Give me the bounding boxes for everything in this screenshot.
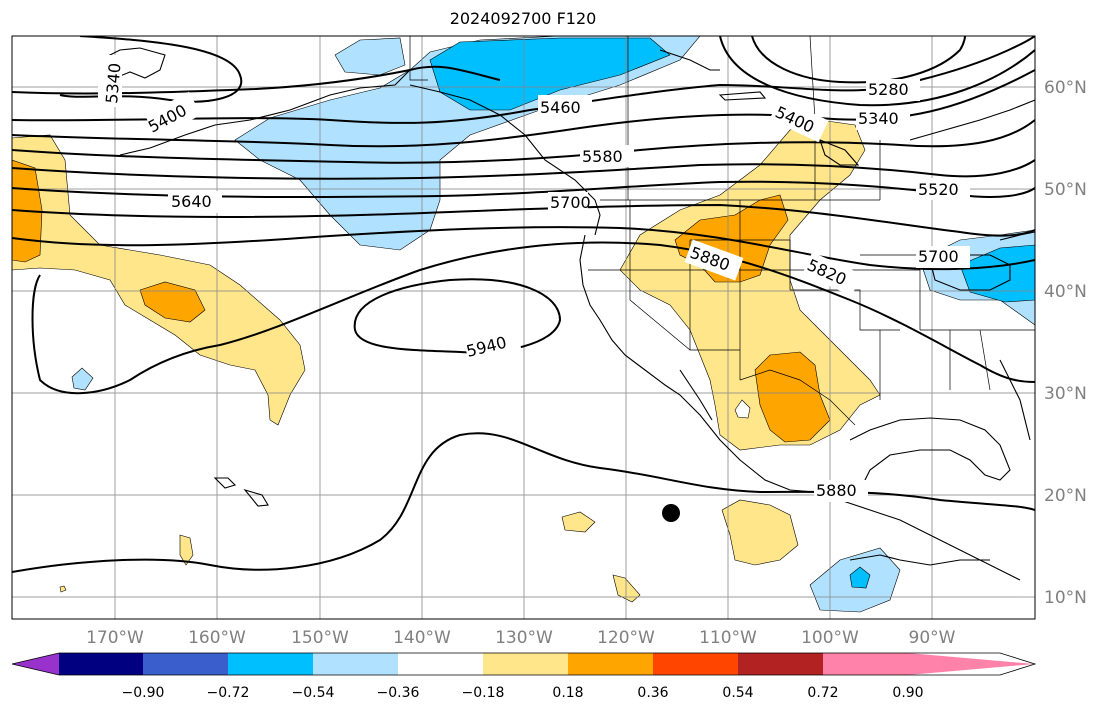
colorbar-tick-label: 0.18 [552, 685, 583, 701]
colorbar-tick-label: 0.90 [892, 685, 923, 701]
tropical-cyclone-marker [662, 504, 680, 522]
contour-label: 5700 [550, 193, 591, 212]
contour-label: 5880 [816, 481, 857, 500]
map-frame [11, 35, 1036, 620]
contour-label: 5460 [540, 98, 581, 117]
latitude-label: 40°N [1044, 282, 1087, 302]
coastlines [99, 47, 1035, 581]
longitude-label: 170°W [86, 628, 144, 648]
negative-anomaly-region [429, 37, 671, 111]
colorbar-tick-label: −0.18 [462, 685, 505, 701]
contour-label: 5580 [582, 147, 623, 166]
latitude-label: 20°N [1044, 486, 1087, 506]
negative-anomaly-region [959, 244, 1035, 303]
colorbar-segment [483, 653, 569, 675]
colorbar-segment [653, 653, 739, 675]
negative-anomaly-region [334, 37, 406, 76]
political-borders [409, 36, 1035, 426]
contour-labels: 5340 5400 5460 5580 5640 5700 5940 5880 … [98, 55, 970, 502]
latitude-label: 10°N [1044, 588, 1087, 608]
colorbar-tick-label: −0.90 [122, 685, 165, 701]
latitude-label: 50°N [1044, 180, 1087, 200]
contour-label: 5700 [918, 247, 959, 266]
colorbar-tick-label: 0.54 [722, 685, 753, 701]
colorbar-segment [143, 653, 229, 675]
longitude-labels: 170°W 160°W 150°W 140°W 130°W 120°W 110°… [86, 628, 956, 648]
colorbar-tick-label: 0.36 [637, 685, 668, 701]
negative-anomaly-region [71, 367, 94, 391]
colorbar-segment [398, 653, 484, 675]
longitude-label: 150°W [291, 628, 349, 648]
colorbar-tick-label: −0.54 [292, 685, 335, 701]
contour-label: 5280 [868, 80, 909, 99]
colorbar-segment [228, 653, 314, 675]
positive-anomaly-region [12, 134, 306, 426]
colorbar-segment [823, 653, 909, 675]
colorbar-segment [908, 653, 1035, 675]
positive-anomaly-region [59, 585, 67, 593]
longitude-label: 130°W [495, 628, 553, 648]
map-title: 2024092700 F120 [449, 9, 597, 28]
colorbar-tick-label: −0.36 [377, 685, 420, 701]
contour-label: 5340 [858, 109, 899, 128]
positive-anomaly-region [561, 511, 596, 533]
longitude-label: 160°W [188, 628, 246, 648]
latitude-labels: 60°N 50°N 40°N 30°N 20°N 10°N [1044, 78, 1087, 608]
contour-label: 5520 [918, 180, 959, 199]
longitude-label: 110°W [699, 628, 757, 648]
positive-anomaly-region [179, 534, 194, 566]
latitude-label: 30°N [1044, 384, 1087, 404]
colorbar-tick-label: 0.72 [807, 685, 838, 701]
contour-label: 5640 [171, 192, 212, 211]
longitude-label: 120°W [597, 628, 655, 648]
contour-label: 5340 [102, 62, 124, 104]
colorbar-segment [59, 653, 144, 675]
colorbar-segment [568, 653, 654, 675]
colorbar: −0.90 −0.72 −0.54 −0.36 −0.18 0.18 0.36 … [11, 652, 1037, 701]
positive-anomaly-region [139, 281, 206, 323]
colorbar-segment [738, 653, 824, 675]
positive-anomaly-region [734, 399, 751, 419]
colorbar-segment [12, 653, 60, 675]
positive-anomaly-region [721, 499, 799, 566]
colorbar-tick-label: −0.72 [207, 685, 250, 701]
longitude-label: 140°W [393, 628, 451, 648]
longitude-label: 90°W [909, 628, 956, 648]
negative-anomaly-region [849, 566, 871, 589]
colorbar-segment [313, 653, 399, 675]
longitude-label: 100°W [801, 628, 859, 648]
latitude-label: 60°N [1044, 78, 1087, 98]
